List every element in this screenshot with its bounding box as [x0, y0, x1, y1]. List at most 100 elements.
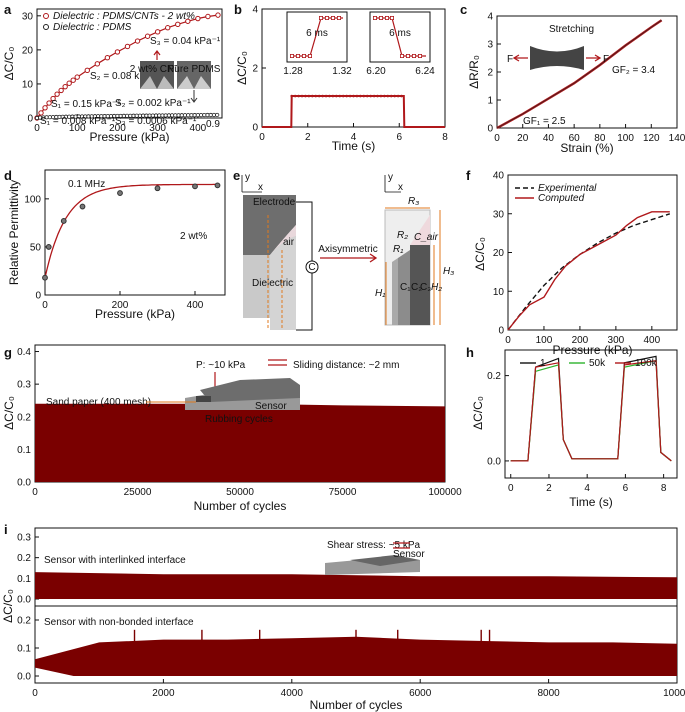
panel-i-annotation: Sensor with interlinked interface	[44, 555, 186, 566]
panel-a-pdms-point	[215, 112, 220, 118]
panel-b-xtick-label: 6	[396, 132, 402, 143]
panel-a-cnt-point	[46, 100, 52, 106]
panel-c-ytick-label: 4	[487, 12, 493, 23]
panel-i-top-ytick-label: 0.2	[17, 553, 31, 564]
panel-a-inset-cnt-shape	[140, 76, 174, 89]
panel-f-xtick-label: 100	[536, 335, 553, 346]
panel-d-letter: d	[4, 168, 12, 183]
panel-a-cnt-point	[54, 91, 60, 97]
panel-a-inset-label: 2 wt% CNTs	[130, 64, 184, 75]
panel-g-annotation: P: ~10 kPa	[196, 360, 246, 371]
panel-d-point	[192, 183, 198, 190]
panel-b-xtick-label: 0	[259, 132, 265, 143]
panel-e-label: H₁	[375, 288, 385, 299]
panel-b-inset1-point	[307, 54, 312, 59]
panel-f-ytick-label: 40	[493, 171, 505, 182]
panel-c-xtick-label: 140	[669, 133, 685, 144]
panel-e-label: x	[258, 182, 263, 193]
panel-b-point	[311, 94, 314, 98]
panel-b-inset2-point	[405, 54, 410, 59]
panel-h-xtick-label: 6	[623, 483, 629, 494]
panel-d-point	[79, 203, 86, 210]
panel-b-point	[400, 94, 403, 98]
panel-i-xtick-label: 4000	[281, 688, 304, 699]
panel-f-legend-item: Experimental	[538, 183, 597, 194]
panel-a-annotation: S₃ = 0.0006 kPa⁻¹	[115, 116, 197, 127]
panel-i-xtick-label: 10000	[663, 688, 685, 699]
panel-e-label: y	[245, 172, 250, 183]
panel-h-ytick-label: 0.0	[487, 456, 501, 467]
panel-b-ytick-label: 2	[252, 64, 258, 75]
panel-a-cnt-point	[195, 15, 201, 22]
panel-a-annotation: 0.9	[206, 119, 220, 130]
panel-c-xlabel: Strain (%)	[560, 141, 613, 155]
panel-c-annotation: F	[603, 54, 609, 65]
panel-f-series-computed	[507, 211, 670, 331]
panel-a-cnt-point	[62, 83, 68, 90]
panel-c-annotation: GF₂ = 3.4	[612, 65, 656, 76]
panel-a-inset-label: Pure PDMS	[168, 64, 221, 75]
panel-b-point	[348, 94, 352, 98]
panel-g-ytick-label: 0.1	[17, 445, 31, 456]
panel-a-cnt-point	[84, 67, 90, 74]
panel-g-letter: g	[4, 345, 12, 360]
panel-e-axis-glyph	[384, 175, 401, 193]
panel-a-ytick-label: 20	[22, 45, 34, 56]
panel-d-fit-line	[44, 183, 218, 278]
panel-h-legend-item: 50k	[589, 358, 606, 369]
panel-e-label: C	[308, 262, 315, 273]
panel-b-point	[352, 94, 355, 98]
panel-b-point	[393, 94, 396, 98]
panel-c-xtick-label: 20	[517, 133, 529, 144]
panel-i-bottom-ytick-label: 0.2	[17, 616, 31, 627]
panel-f-xtick-label: 0	[505, 335, 511, 346]
panel-e-cair-region	[410, 215, 430, 245]
panel-a-cnt-point	[38, 110, 44, 116]
panel-b-inset1-point	[330, 15, 335, 20]
panel-e-label: Axisymmetric	[318, 244, 377, 255]
panel-a-frame	[36, 8, 223, 119]
panel-d-point	[45, 244, 52, 250]
panel-b-ytick-label: 4	[252, 5, 258, 16]
panel-h-legend-item: 100k	[635, 358, 658, 369]
panel-b-point	[290, 94, 294, 98]
panel-a-xtick-label: 400	[190, 123, 207, 134]
panel-b-inset2-point	[417, 54, 422, 59]
panel-g-sensor-block	[200, 378, 300, 402]
panel-c-xtick-label: 0	[494, 133, 500, 144]
panel-a-cnt-point	[154, 29, 161, 35]
panel-b-point	[372, 94, 376, 98]
panel-c-ytick-label: 2	[487, 68, 493, 79]
panel-a-legend-item: Dielectric : PDMS	[53, 22, 132, 33]
panel-e-c1-block	[392, 258, 398, 325]
panel-d-frame	[44, 169, 226, 296]
panel-g-xtick-label: 75000	[329, 487, 357, 498]
panel-i-letter: i	[4, 522, 8, 537]
panel-b-point	[355, 94, 359, 98]
panel-g-annotation: Rubbing cycles	[205, 414, 273, 425]
panel-i-bottom-ytick-label: 0.1	[17, 644, 31, 655]
panel-b-point	[379, 94, 383, 98]
panel-b-xtick-label: 2	[305, 132, 311, 143]
panel-b-point	[396, 94, 400, 98]
panel-a-cnt-point	[124, 43, 131, 50]
panel-f-series-experimental	[507, 213, 671, 331]
panel-h-ytick-label: 0.2	[487, 371, 501, 382]
panel-b-point	[300, 94, 304, 98]
panel-i-xtick-label: 0	[32, 688, 38, 699]
panel-a-annotation: S₁ = 0.15 kPa⁻¹	[51, 99, 121, 110]
panel-a-cnt-point	[58, 87, 64, 94]
panel-i-ylabel: ΔC/C₀	[1, 589, 15, 623]
panel-g-annotation: Sand paper (400 mesh)	[46, 397, 151, 408]
panel-b-inset2-frame	[369, 11, 431, 63]
panel-b-point	[338, 94, 342, 98]
panel-b-inset1-point	[318, 15, 323, 20]
panel-f-ytick-label: 0	[498, 326, 504, 337]
panel-e-label: C_air	[414, 232, 439, 243]
panel-a-cnt-point	[66, 80, 72, 86]
panel-f-ylabel: ΔC/C₀	[473, 237, 487, 271]
panel-b-point	[341, 94, 345, 98]
panel-a-cnt-point	[134, 38, 141, 44]
panel-c-force-arrow	[586, 54, 602, 62]
panel-b-point	[369, 94, 372, 98]
